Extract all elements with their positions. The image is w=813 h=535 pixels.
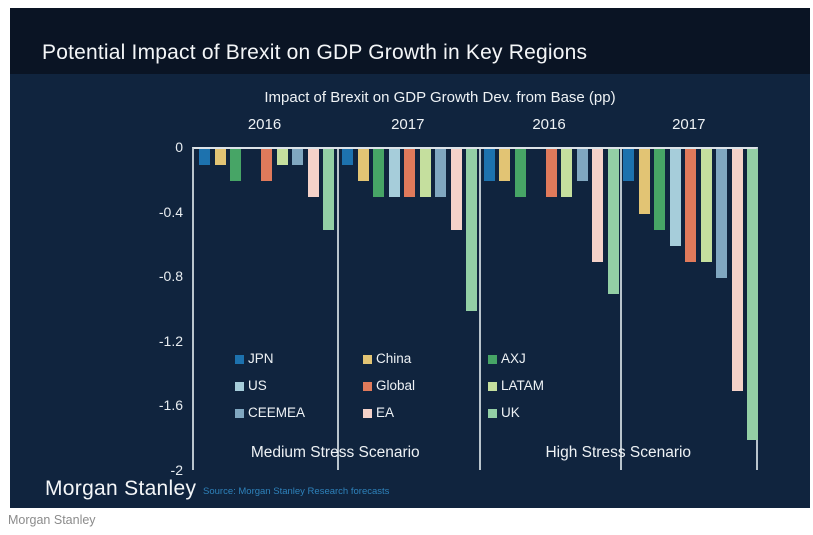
morgan-stanley-logo: Morgan Stanley [45,477,197,500]
legend-label-china: China [376,351,412,366]
bar-group-2-2017 [339,149,481,470]
year-label-group2: 2017 [391,116,425,133]
legend-column-2: China Global EA [363,352,415,420]
bar-us-group2 [388,149,400,197]
year-label-group3: 2016 [532,116,566,133]
legend-swatch-axj [488,354,497,364]
bar-uk-group4 [747,149,759,440]
legend-label-ea: EA [376,405,395,420]
bar-group-1-2016 [194,149,339,470]
bar-axj-group2 [373,149,385,197]
legend-swatch-uk [488,408,497,418]
group-separator-1 [337,149,339,470]
bar-china-group2 [357,149,369,181]
bar-china-group3 [499,149,510,181]
legend-label-axj: AXJ [501,351,526,366]
report-card: Potential Impact of Brexit on GDP Growth… [10,8,810,508]
legend-swatch-global [363,381,372,391]
page-title: Potential Impact of Brexit on GDP Growth… [42,41,588,64]
y-tick--2: -2 [170,462,183,478]
legend-item-us: US [235,379,305,393]
plot-area [192,147,761,470]
legend-swatch-ceemea [235,408,244,418]
legend-item-ea: EA [363,406,415,420]
legend-label-us: US [248,378,267,393]
group-separator-2 [478,149,481,470]
legend-item-axj: AXJ [488,352,544,366]
bar-latam-group3 [561,149,572,197]
legend-column-1: JPN US CEEMEA [235,352,305,420]
scenario-label-medium: Medium Stress Scenario [250,444,420,461]
title-band: Potential Impact of Brexit on GDP Growth… [10,8,810,74]
legend-swatch-ea [363,408,372,418]
legend-item-global: Global [363,379,415,393]
bar-jpn-group3 [483,149,495,181]
legend-label-global: Global [376,378,416,393]
bar-ceemea-group2 [435,149,447,197]
bar-group-4-2017 [622,149,761,470]
bar-china-group1 [214,149,226,165]
bar-global-group3 [545,149,557,197]
legend-swatch-jpn [235,354,244,364]
bar-us-group4 [669,149,681,246]
bar-ea-group1 [307,149,319,197]
y-tick--0.8: -0.8 [158,268,183,285]
group-separator-3 [619,149,622,470]
bar-jpn-group1 [199,149,210,165]
y-tick--1.6: -1.6 [158,397,183,414]
bar-uk-group1 [323,149,334,230]
bar-global-group2 [404,149,416,197]
bar-ea-group4 [731,149,743,391]
bar-axj-group4 [654,149,666,230]
legend-item-uk: UK [488,406,544,420]
legend-label-jpn: JPN [248,351,274,366]
bar-uk-group2 [466,149,478,311]
bar-jpn-group4 [623,149,635,181]
bar-global-group4 [685,149,697,262]
bar-latam-group1 [276,149,288,165]
bar-ea-group2 [450,149,462,230]
legend-swatch-us [235,381,244,391]
legend-label-latam: LATAM [501,378,545,393]
bar-ceemea-group3 [576,149,588,181]
legend-item-china: China [363,352,415,366]
legend-item-ceemea: CEEMEA [235,406,305,420]
bar-global-group1 [261,149,272,181]
y-tick--0.4: -0.4 [158,203,183,220]
bar-uk-group3 [607,149,619,294]
legend-swatch-china [363,354,372,364]
bar-china-group4 [638,149,650,214]
legend-column-3: AXJ LATAM UK [488,352,544,420]
year-label-group4: 2017 [672,116,706,133]
legend-item-jpn: JPN [235,352,305,366]
chart-title: Impact of Brexit on GDP Growth Dev. from… [264,89,616,106]
bar-jpn-group2 [342,149,354,165]
bar-ea-group3 [592,149,603,262]
y-tick-0: 0 [175,139,183,155]
bar-ceemea-group1 [292,149,303,165]
image-caption: Morgan Stanley [8,513,96,527]
bar-axj-group1 [230,149,241,181]
bar-ceemea-group4 [716,149,728,278]
bar-group-3-2016 [481,149,622,470]
bar-latam-group2 [419,149,431,197]
legend-label-ceemea: CEEMEA [248,405,306,420]
scenario-label-high: High Stress Scenario [545,444,692,461]
y-tick--1.2: -1.2 [158,332,183,349]
bar-latam-group4 [700,149,712,262]
legend-item-latam: LATAM [488,379,544,393]
legend-swatch-latam [488,381,497,391]
year-label-group1: 2016 [247,116,282,133]
bar-axj-group3 [514,149,526,197]
legend-label-uk: UK [501,405,520,420]
source-note: Source: Morgan Stanley Research forecast… [203,486,390,497]
